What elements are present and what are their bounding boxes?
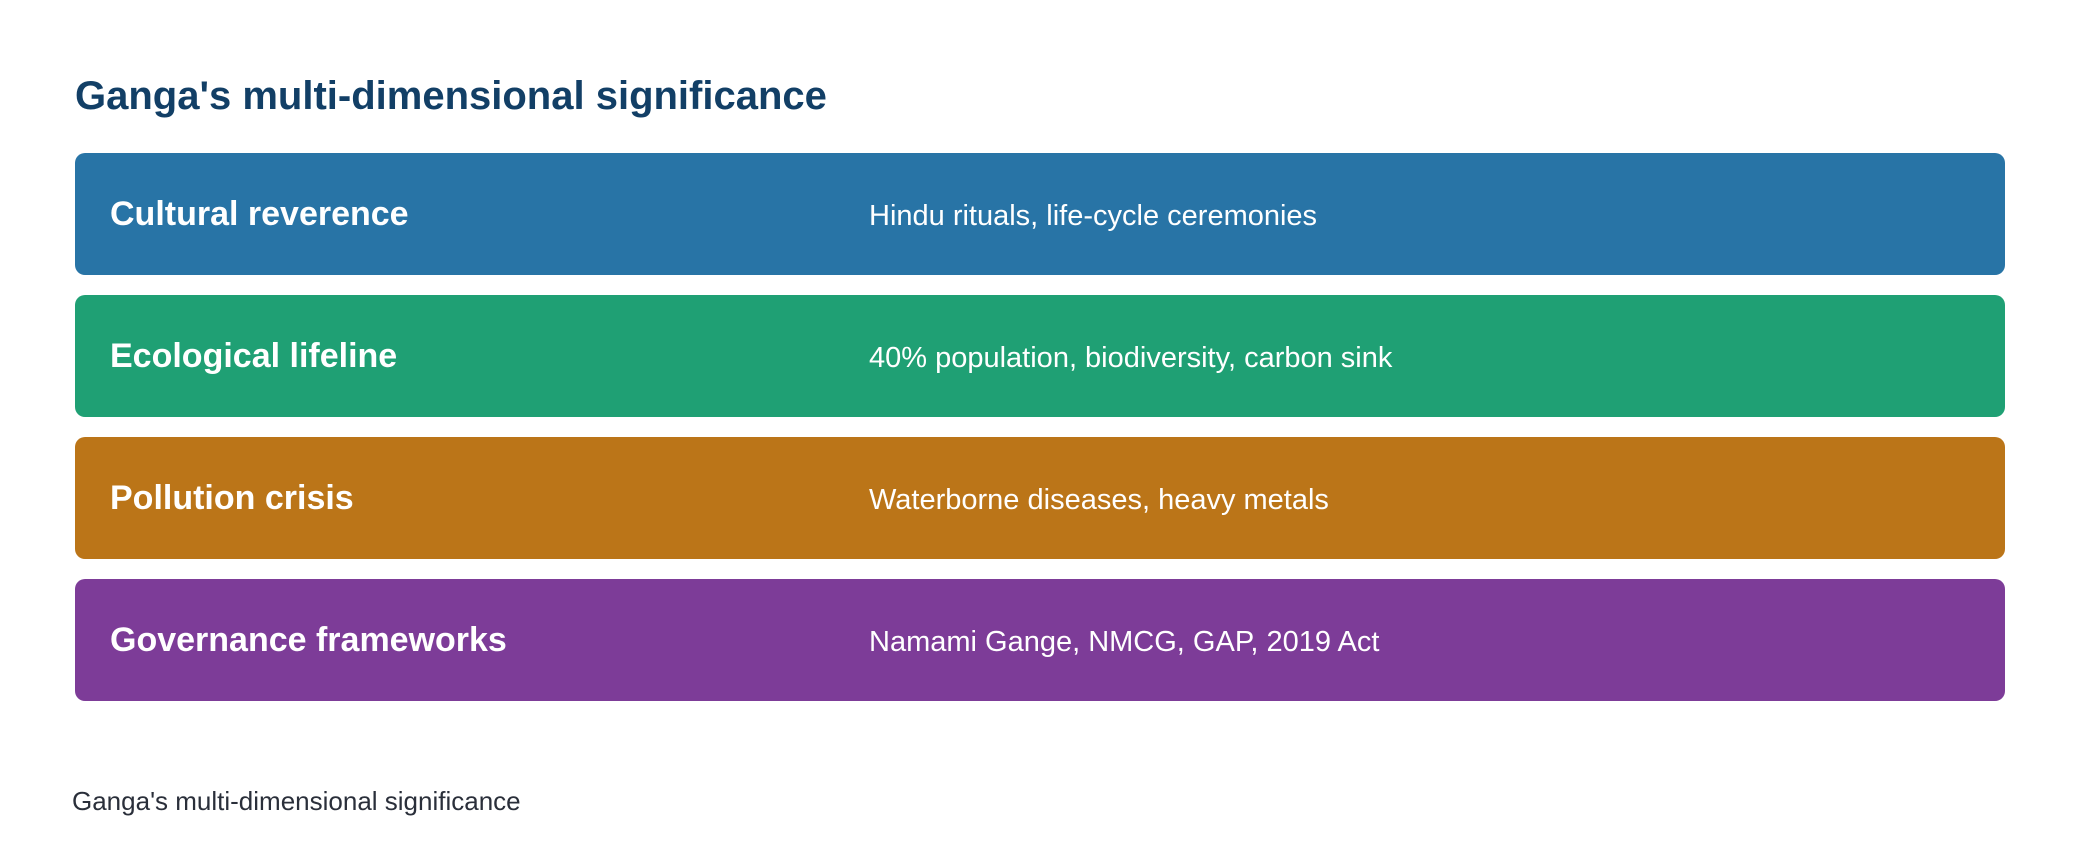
row-label: Cultural reverence (110, 195, 409, 233)
significance-rows: Cultural reverence Hindu rituals, life-c… (75, 153, 2005, 721)
figure-caption: Ganga's multi-dimensional significance (72, 786, 521, 816)
row-description: 40% population, biodiversity, carbon sin… (869, 342, 1393, 374)
row-label: Ecological lifeline (110, 337, 398, 375)
diagram-title: Ganga's multi-dimensional significance (75, 74, 827, 118)
row-description: Waterborne diseases, heavy metals (869, 484, 1329, 516)
row-cultural-reverence: Cultural reverence Hindu rituals, life-c… (75, 153, 2005, 275)
row-label: Pollution crisis (110, 479, 354, 517)
row-ecological-lifeline: Ecological lifeline 40% population, biod… (75, 295, 2005, 417)
row-governance-frameworks: Governance frameworks Namami Gange, NMCG… (75, 579, 2005, 701)
row-pollution-crisis: Pollution crisis Waterborne diseases, he… (75, 437, 2005, 559)
row-description: Hindu rituals, life-cycle ceremonies (869, 200, 1318, 232)
row-label: Governance frameworks (110, 621, 507, 659)
row-description: Namami Gange, NMCG, GAP, 2019 Act (869, 626, 1380, 658)
